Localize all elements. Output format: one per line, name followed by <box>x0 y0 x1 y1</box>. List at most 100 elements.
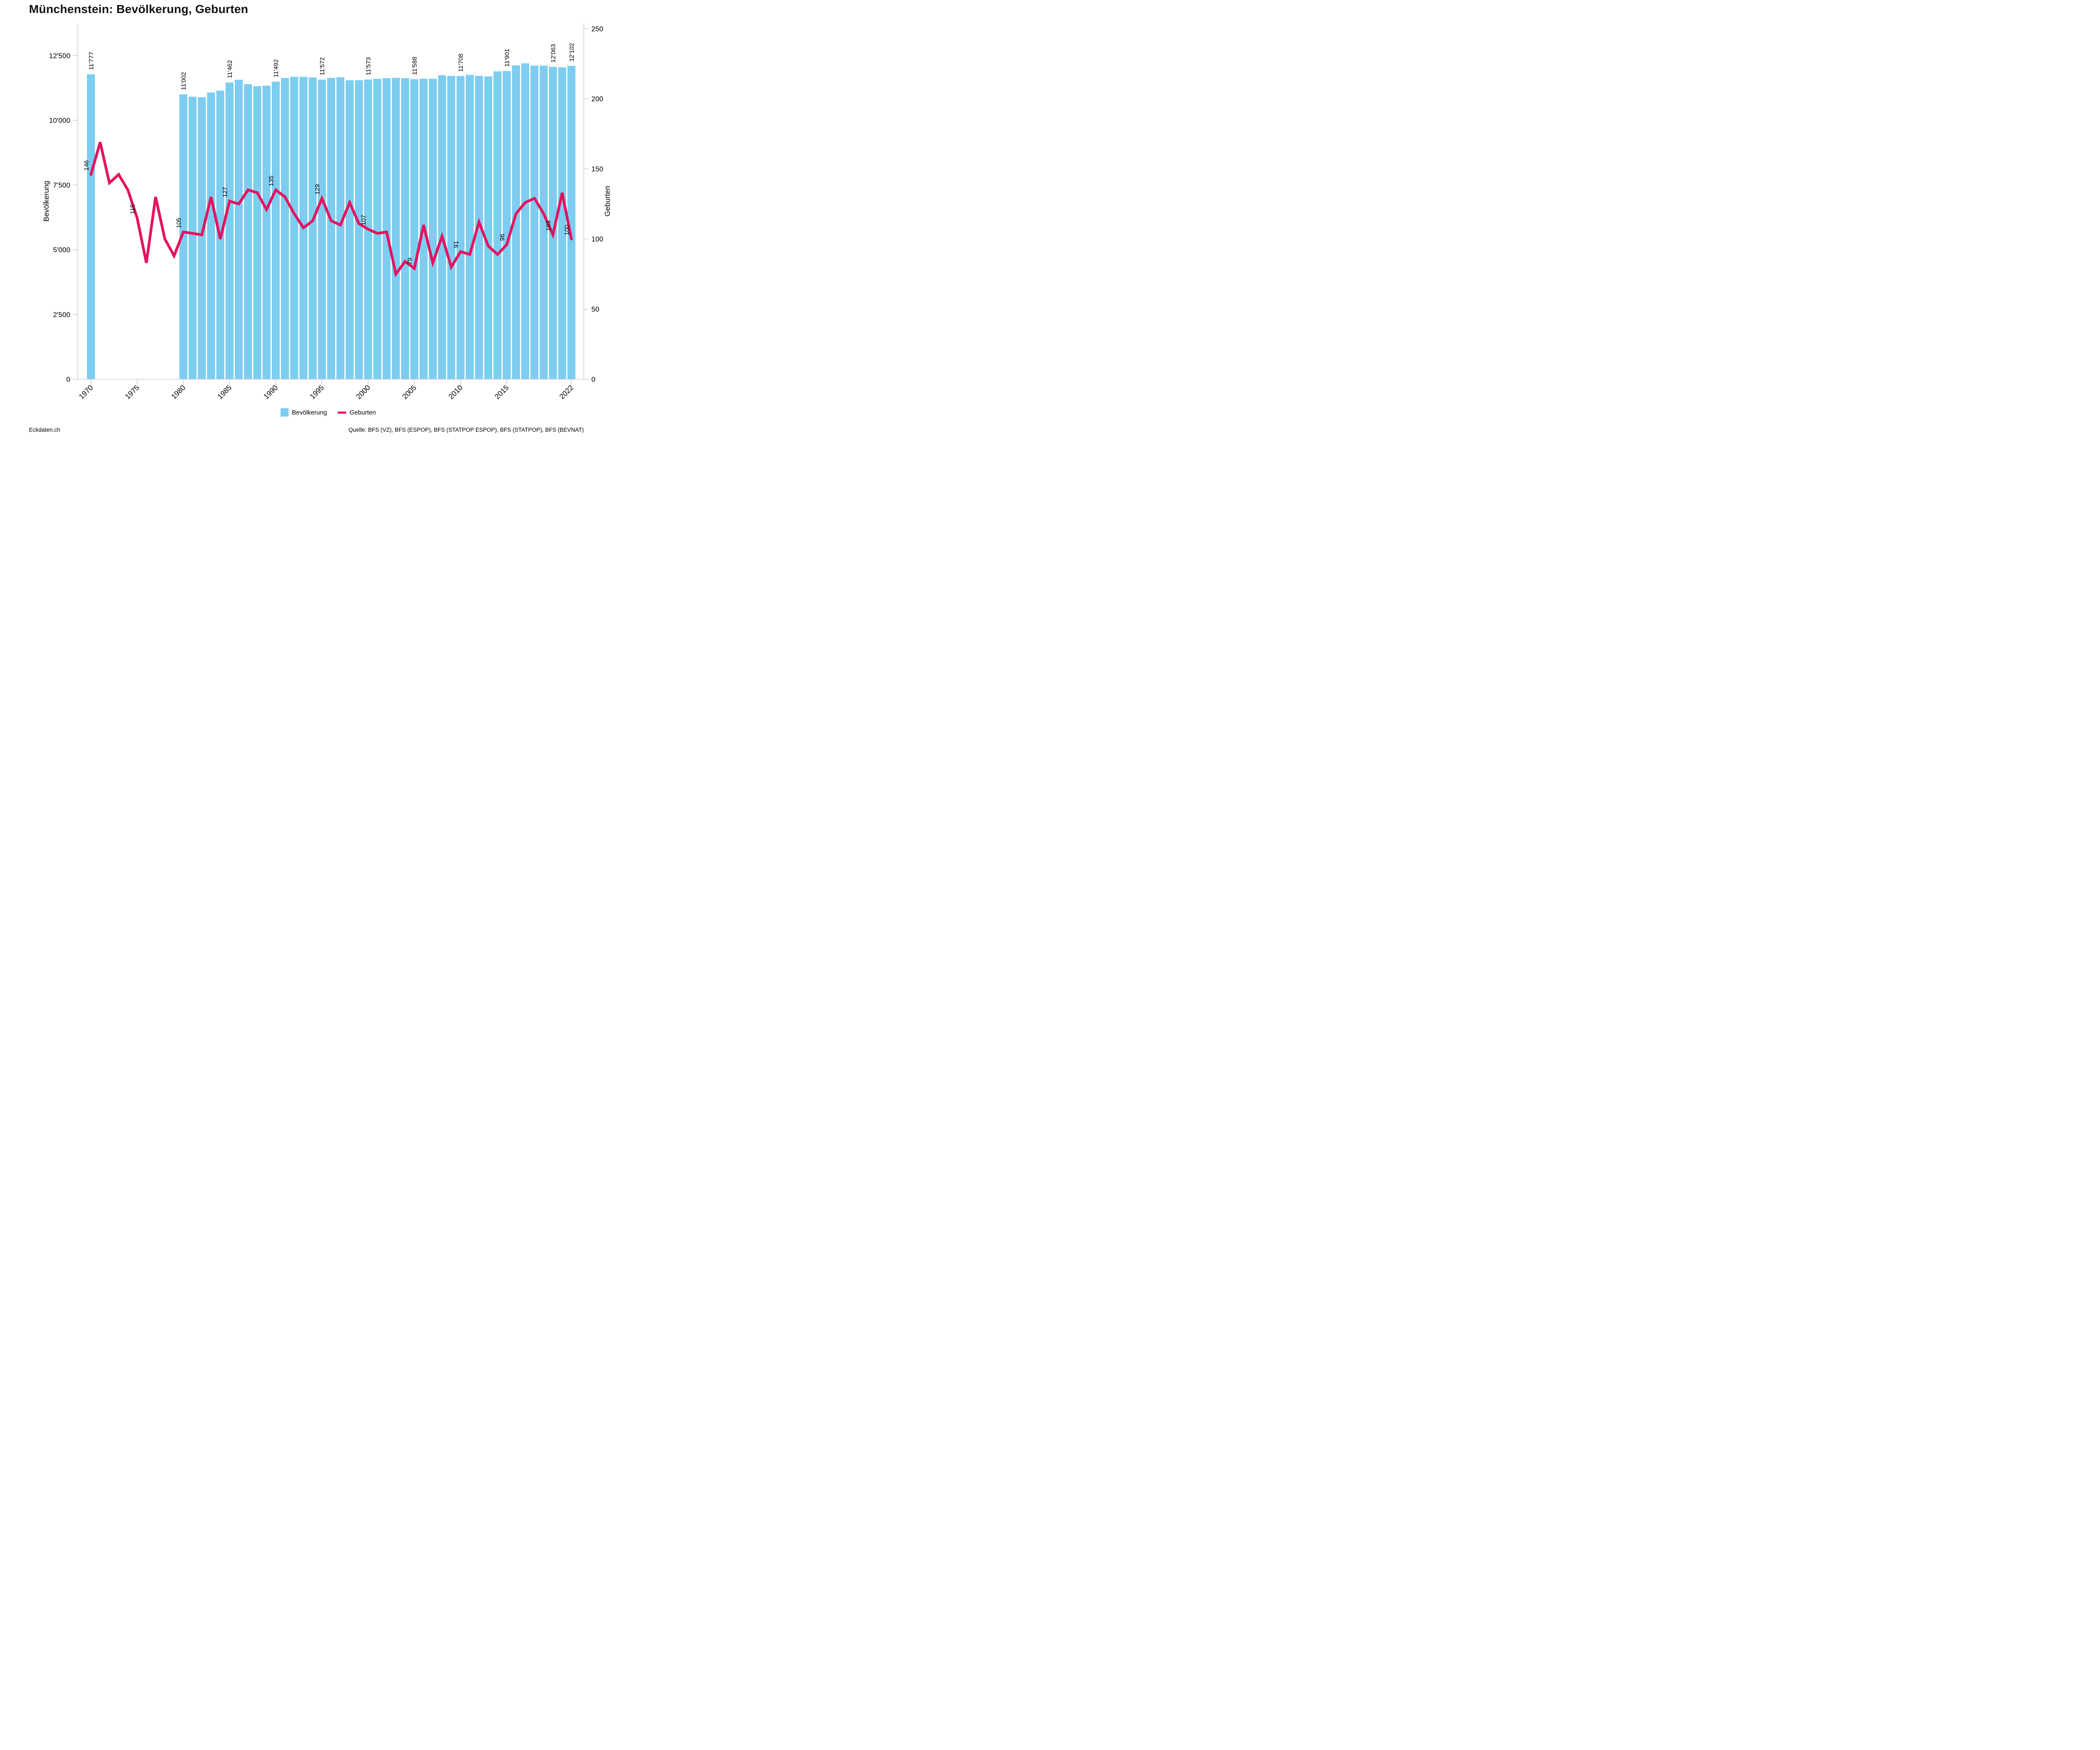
line-label-2010: 91 <box>453 241 460 248</box>
x-tick-label-1985: 1985 <box>216 383 234 401</box>
bar-2019 <box>540 66 548 380</box>
population-swatch-icon <box>281 408 289 417</box>
bar-1987 <box>244 84 252 379</box>
x-tick-label-1995: 1995 <box>308 383 326 401</box>
bar-1999 <box>355 80 363 380</box>
bar-1994 <box>309 77 317 379</box>
bar-label-2000: 11'573 <box>365 57 372 75</box>
line-label-2015: 96 <box>499 234 506 241</box>
bar-1995 <box>318 79 326 379</box>
bar-2012 <box>475 76 483 379</box>
bar-1970 <box>87 74 95 380</box>
line-label-1985: 127 <box>222 187 229 197</box>
bar-1985 <box>226 82 234 380</box>
bar-label-1990: 11'492 <box>273 59 280 77</box>
bar-2018 <box>530 66 538 380</box>
bar-1998 <box>346 80 354 380</box>
bar-2004 <box>401 78 409 379</box>
left-axis-title: Bevölkerung <box>42 181 50 221</box>
bar-2016 <box>512 65 520 379</box>
left-tick-label-5000: 5'000 <box>53 246 70 254</box>
bar-2009 <box>447 76 455 379</box>
left-tick-label-12500: 12'500 <box>49 52 71 60</box>
right-tick-label-150: 150 <box>591 165 603 173</box>
right-axis-title: Geburten <box>603 186 612 217</box>
x-tick-label-1975: 1975 <box>123 383 141 401</box>
bar-label-2015: 11'901 <box>504 49 511 67</box>
legend: Bevölkerung Geburten <box>0 408 656 417</box>
bar-2001 <box>373 79 381 379</box>
bar-label-1970: 11'777 <box>88 52 95 70</box>
left-tick-label-2500: 2'500 <box>53 311 70 319</box>
bar-2015 <box>503 71 511 379</box>
x-tick-label-2010: 2010 <box>447 383 465 401</box>
left-tick-label-0: 0 <box>66 375 70 383</box>
left-tick-label-10000: 10'000 <box>49 116 71 124</box>
births-line <box>89 142 573 278</box>
x-tick-label-2005: 2005 <box>401 383 418 401</box>
bar-1983 <box>207 92 215 379</box>
x-tick-label-1990: 1990 <box>262 383 280 401</box>
legend-item-births: Geburten <box>338 409 376 416</box>
x-tick-label-1970: 1970 <box>77 383 95 401</box>
bar-1980 <box>179 94 187 380</box>
bar-2022 <box>567 66 575 380</box>
bar-label-2005: 11'588 <box>411 57 418 75</box>
bar-2008 <box>438 75 446 380</box>
page-title: Münchenstein: Bevölkerung, Geburten <box>29 3 248 16</box>
legend-item-population: Bevölkerung <box>281 408 327 417</box>
chart-page: Münchenstein: Bevölkerung, Geburten 0 2'5… <box>0 0 656 438</box>
x-tick-label-2022: 2022 <box>558 383 575 401</box>
bar-2017 <box>521 63 529 379</box>
bar-1981 <box>189 97 197 380</box>
legend-population-label: Bevölkerung <box>292 409 327 416</box>
bar-1991 <box>281 78 289 380</box>
x-tick-label-2015: 2015 <box>493 383 511 401</box>
bar-1992 <box>290 76 298 380</box>
line-label-1975: 115 <box>129 204 136 214</box>
line-label-1980: 105 <box>176 218 183 228</box>
bar-2014 <box>494 71 501 379</box>
right-tick-label-50: 50 <box>591 305 599 313</box>
bar-1982 <box>198 97 206 379</box>
bar-2005 <box>410 79 418 379</box>
bar-1996 <box>327 78 335 380</box>
right-tick-label-200: 200 <box>591 95 603 103</box>
bar-2011 <box>466 75 474 379</box>
x-tick-label-2000: 2000 <box>354 383 372 401</box>
footer-brand: Eckdaten.ch <box>29 427 60 433</box>
bar-1997 <box>336 77 344 379</box>
bar-2002 <box>383 78 391 379</box>
bar-1990 <box>272 81 280 379</box>
line-label-2000: 107 <box>360 215 368 226</box>
footer-source: Quelle: BFS (VZ), BFS (ESPOP), BFS (STAT… <box>348 427 584 433</box>
births-swatch-icon <box>338 411 346 414</box>
bar-1988 <box>253 86 261 380</box>
bar-2020 <box>549 67 557 379</box>
bar-label-2020: 12'063 <box>550 44 557 63</box>
bar-2007 <box>429 79 437 379</box>
x-tick-label-1980: 1980 <box>170 383 187 401</box>
bar-label-1980: 11'002 <box>180 72 187 90</box>
bar-label-1985: 11'462 <box>226 60 234 78</box>
bar-2013 <box>484 76 492 379</box>
bar-1986 <box>235 79 243 379</box>
right-tick-label-250: 250 <box>591 25 603 33</box>
line-label-2005: 79 <box>407 258 414 265</box>
bar-2003 <box>392 78 400 380</box>
bar-2021 <box>558 67 566 380</box>
bar-label-1995: 11'572 <box>319 57 326 75</box>
right-tick-label-0: 0 <box>591 375 595 383</box>
line-label-2020: 103 <box>545 220 552 231</box>
left-tick-label-7500: 7'500 <box>53 181 70 189</box>
bar-label-2010: 11'708 <box>457 54 465 72</box>
bar-label-2022: 12'102 <box>568 43 575 62</box>
population-births-chart: 0 2'500 5'000 7'500 10'000 12'500 0 50 100 150 200… <box>42 23 612 401</box>
line-label-1995: 129 <box>314 184 321 194</box>
legend-births-label: Geburten <box>349 409 376 416</box>
bar-1989 <box>262 86 270 380</box>
bar-2010 <box>457 76 465 380</box>
right-tick-label-100: 100 <box>591 235 603 243</box>
line-label-2022: 100 <box>564 225 571 235</box>
line-label-1970: 146 <box>83 160 90 171</box>
